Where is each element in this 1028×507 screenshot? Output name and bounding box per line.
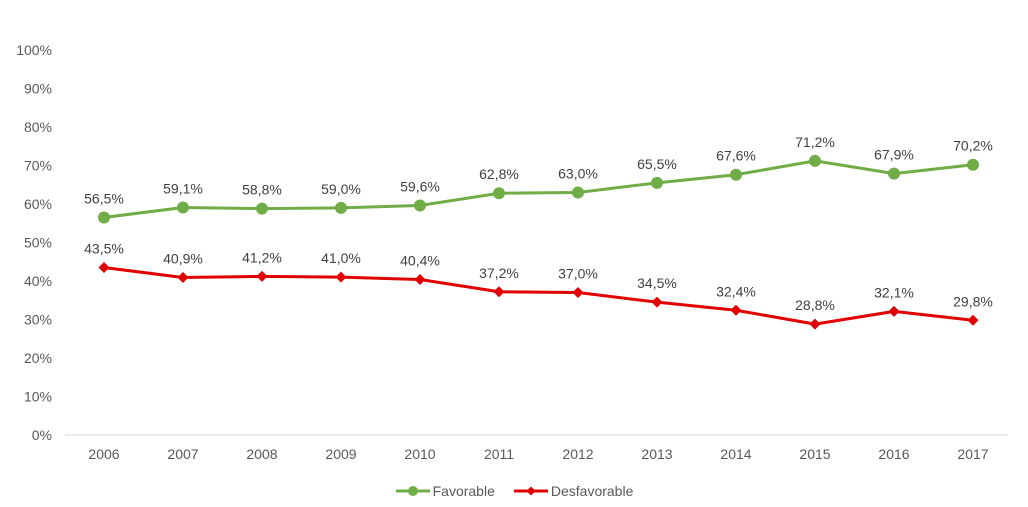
desfavorable-marker (177, 272, 189, 284)
legend-item-favorable: Favorable (395, 483, 495, 499)
desfavorable-marker (98, 262, 110, 274)
x-axis-label: 2008 (246, 446, 277, 462)
x-axis-label: 2015 (799, 446, 830, 462)
favorable-marker (335, 201, 347, 214)
y-axis-tick-label: 0% (32, 427, 52, 443)
favorable-marker (493, 187, 505, 200)
x-axis-label: 2017 (957, 446, 988, 462)
y-axis-tick-label: 80% (24, 119, 52, 135)
favorable-marker (177, 201, 189, 214)
favorable-marker (809, 154, 821, 167)
y-axis-tick-label: 40% (24, 273, 52, 289)
favorable-marker (98, 211, 110, 224)
chart-legend: Favorable Desfavorable (0, 483, 1028, 499)
favorable-data-label: 67,6% (716, 148, 756, 164)
desfavorable-marker (888, 305, 900, 317)
favorable-data-label: 70,2% (953, 138, 993, 154)
x-axis-label: 2014 (720, 446, 751, 462)
x-axis-label: 2007 (167, 446, 198, 462)
x-axis-label: 2016 (878, 446, 909, 462)
desfavorable-marker (256, 270, 268, 282)
desfavorable-line (102, 266, 975, 326)
y-axis-tick-label: 20% (24, 350, 52, 366)
favorable-data-label: 59,1% (163, 180, 203, 196)
desfavorable-marker (572, 287, 584, 299)
favorable-line (102, 159, 975, 219)
y-axis-tick-label: 90% (24, 81, 52, 97)
y-axis-tick-label: 60% (24, 196, 52, 212)
desfavorable-data-label: 40,9% (163, 251, 203, 267)
favorable-data-label: 59,0% (321, 181, 361, 197)
favorable-data-label: 59,6% (400, 179, 440, 195)
x-axis-label: 2013 (641, 446, 672, 462)
desfavorable-data-label: 40,4% (400, 252, 440, 268)
x-axis-label: 2012 (562, 446, 593, 462)
x-axis-label: 2006 (88, 446, 119, 462)
series-desfavorable: 43,5% 40,9% 41,2% 41,0% 40,4% 37,2% 37,0% 34,5%… (84, 241, 993, 330)
favorable-data-label: 63,0% (558, 165, 598, 181)
desfavorable-data-label: 32,4% (716, 283, 756, 299)
legend-item-desfavorable: Desfavorable (513, 483, 634, 499)
x-axis-label: 2009 (325, 446, 356, 462)
y-axis-tick-label: 50% (24, 235, 52, 251)
favorable-marker (414, 199, 426, 212)
favorable-data-label: 71,2% (795, 134, 835, 150)
favorable-marker (651, 176, 663, 189)
favorable-data-label: 62,8% (479, 166, 519, 182)
favorable-data-label: 65,5% (637, 156, 677, 172)
desfavorable-data-label: 32,1% (874, 284, 914, 300)
favorable-marker (730, 168, 742, 181)
legend-label: Favorable (432, 483, 495, 499)
x-axis-label: 2011 (484, 446, 514, 462)
desfavorable-marker (414, 273, 426, 285)
desfavorable-data-label: 37,2% (479, 265, 519, 281)
desfavorable-data-label: 28,8% (795, 297, 835, 313)
desfavorable-data-label: 37,0% (558, 266, 598, 282)
favorable-data-label: 56,5% (84, 190, 124, 206)
favorable-marker (967, 158, 979, 171)
x-axis-label: 2010 (404, 446, 435, 462)
y-axis-tick-label: 100% (16, 42, 52, 58)
desfavorable-data-label: 29,8% (953, 293, 993, 309)
series-favorable: 56,5% 59,1% 58,8% 59,0% 59,6% 62,8% 63,0% 65,5%… (84, 134, 993, 224)
desfavorable-data-label: 34,5% (637, 275, 677, 291)
desfavorable-marker (809, 318, 821, 330)
y-axis-tick-label: 30% (24, 312, 52, 328)
desfavorable-data-label: 43,5% (84, 241, 124, 257)
favorable-marker (888, 167, 900, 180)
favorable-data-label: 67,9% (874, 147, 914, 163)
y-axis-tick-label: 10% (24, 389, 52, 405)
legend-favorable-marker-icon (395, 486, 430, 496)
desfavorable-data-label: 41,0% (321, 250, 361, 266)
line-chart: 0% 10% 20% 30% 40% 50% 60% 70% 80% 90% 100% 2006 200… (16, 42, 1008, 462)
desfavorable-marker (335, 271, 347, 283)
favorable-data-label: 58,8% (242, 182, 282, 198)
favorable-marker (572, 186, 584, 199)
desfavorable-marker (493, 286, 505, 298)
y-axis-tick-label: 70% (24, 158, 52, 174)
desfavorable-marker (651, 296, 663, 308)
favorable-marker (256, 202, 268, 215)
desfavorable-data-label: 41,2% (242, 249, 282, 265)
legend-desfavorable-marker-icon (513, 486, 548, 496)
desfavorable-marker (967, 314, 979, 326)
desfavorable-marker (730, 304, 742, 316)
legend-label: Desfavorable (550, 483, 634, 499)
